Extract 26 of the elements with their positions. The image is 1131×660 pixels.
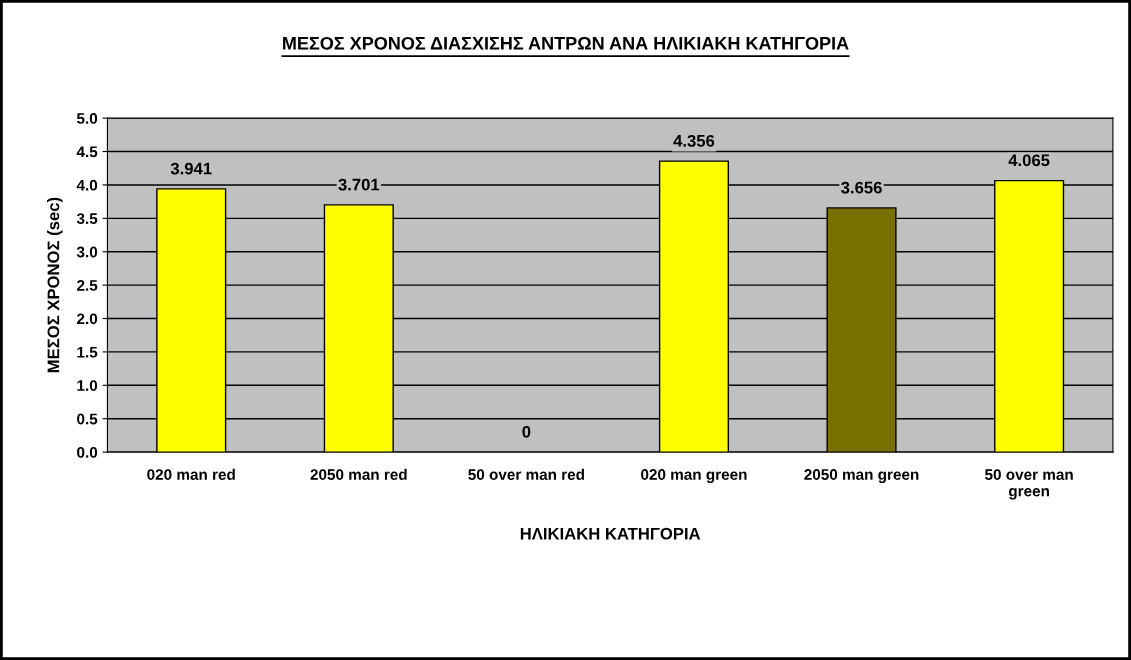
y-tick-label: 4.0 <box>76 179 98 191</box>
data-label: 0 <box>522 425 531 438</box>
y-axis-title: ΜΕΣΟΣ ΧΡΟΝΟΣ (sec) <box>47 197 63 373</box>
y-tick-label: 2.0 <box>77 313 98 325</box>
chart-title: ΜΕΣΟΣ ΧΡΟΝΟΣ ΔΙΑΣΧΙΣΗΣ ΑΝΤΡΩΝ ΑΝΑ ΗΛΙΚΙΑΚΗ ΚΑΤΗΓΟΡΙΑ <box>283 36 849 50</box>
y-tick-label: 2.5 <box>77 279 98 291</box>
x-tick-label: 50 over man green <box>985 469 1073 500</box>
x-axis-title: ΗΛΙΚΙΑΚΗ ΚΑΤΗΓΟΡΙΑ <box>520 527 701 540</box>
y-tick-label: 1.0 <box>77 380 98 391</box>
y-tick-label: 4.5 <box>76 146 98 158</box>
y-tick-label: 3.0 <box>76 246 98 258</box>
data-label: 3.656 <box>841 181 882 194</box>
y-tick-label: 0.5 <box>77 413 98 425</box>
data-label: 3.941 <box>170 162 212 175</box>
x-tick-label: 2050 man red <box>310 468 407 480</box>
data-label: 4.356 <box>673 134 715 147</box>
y-tick-label: 5.0 <box>76 113 98 124</box>
y-tick-label: 0.0 <box>77 446 98 458</box>
y-tick-label: 1.5 <box>77 346 98 358</box>
y-tick-label: 3.5 <box>76 213 98 225</box>
x-tick-label: 2050 man green <box>804 469 919 484</box>
data-label: 3.701 <box>338 178 380 191</box>
x-tick-label: 50 over man red <box>468 468 584 480</box>
x-tick-label: 020 man green <box>641 469 747 484</box>
x-tick-label: 020 man red <box>147 468 235 480</box>
data-label: 4.065 <box>1008 154 1050 167</box>
